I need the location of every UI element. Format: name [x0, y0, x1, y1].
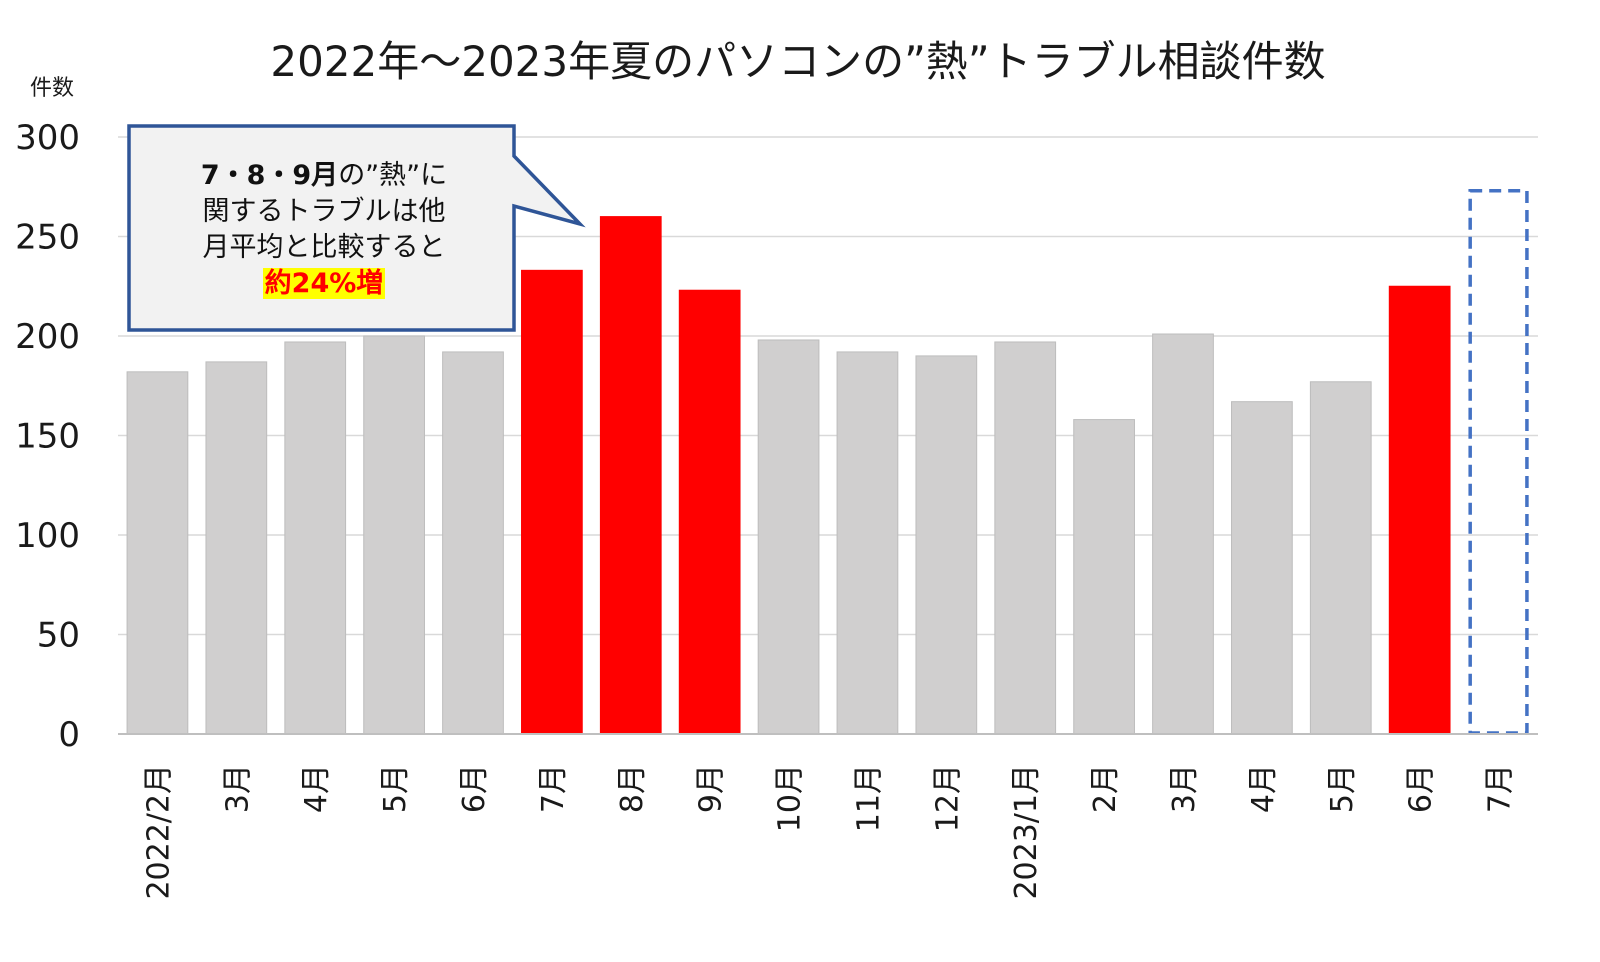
x-tick-label: 2月: [1088, 764, 1123, 813]
bar: [757, 339, 820, 735]
bar: [442, 351, 504, 735]
x-tick-label: 7月: [1483, 764, 1518, 813]
chart-title: 2022年～2023年夏のパソコンの”熱”トラブル相談件数: [270, 37, 1325, 86]
x-tick-label: 3月: [220, 764, 255, 813]
y-tick-labels: 0 50 100 150 200 250 300: [15, 118, 80, 755]
callout-months: 7・8・9月: [200, 160, 339, 191]
x-tick-label: 10月: [773, 764, 808, 832]
x-tick-label: 6月: [1404, 764, 1439, 813]
x-tick-label: 3月: [1167, 764, 1202, 813]
bar: [1231, 401, 1293, 735]
bar: [1309, 381, 1372, 735]
callout-highlight: 約24%増: [262, 268, 386, 299]
bar: [284, 341, 347, 735]
x-tick-labels: 2022/2月 3月 4月 5月 6月 7月 8月 9月 10月 11月 12月 2023/1月 2月 3…: [141, 764, 1517, 900]
bar: [1152, 333, 1214, 735]
bar-projected: [1468, 188, 1529, 735]
y-tick-label: 300: [15, 118, 80, 158]
callout-line-3: 月平均と比較すると: [202, 232, 446, 263]
bars: [126, 188, 1529, 735]
bar: [363, 335, 425, 735]
y-tick-label: 0: [58, 715, 80, 755]
bar-highlighted: [678, 289, 741, 735]
bar: [994, 341, 1057, 735]
callout-line-1-rest: の”熱”に: [338, 160, 448, 191]
y-tick-label: 100: [15, 516, 80, 556]
x-tick-label: 4月: [299, 764, 334, 813]
bar: [836, 351, 899, 735]
bar: [126, 371, 189, 735]
x-tick-label: 11月: [851, 764, 886, 832]
callout-bubble: [127, 124, 586, 332]
y-tick-label: 150: [15, 417, 80, 457]
bar: [1073, 419, 1135, 735]
callout-line-2: 関するトラブルは他: [202, 196, 446, 227]
callout-line-1: 7・8・9月の”熱”に: [201, 158, 447, 194]
y-tick-label: 200: [15, 317, 80, 357]
y-tick-label: 50: [37, 616, 80, 656]
callout-line-4: 約24%増: [262, 266, 386, 302]
bar-highlighted: [1388, 285, 1451, 735]
y-axis-label: 件数: [30, 76, 74, 101]
x-tick-label: 9月: [694, 764, 729, 813]
x-tick-label: 8月: [615, 764, 650, 813]
x-tick-label: 2023/1月: [1009, 764, 1044, 900]
x-tick-label: 5月: [378, 764, 413, 813]
y-tick-label: 250: [15, 218, 80, 258]
x-tick-label: 7月: [536, 764, 571, 813]
bar: [915, 355, 978, 735]
x-tick-label: 5月: [1325, 764, 1360, 813]
x-tick-label: 12月: [930, 764, 965, 832]
x-tick-label: 6月: [457, 764, 492, 813]
bar-highlighted: [521, 269, 583, 735]
x-tick-label: 2022/2月: [141, 764, 176, 900]
bar-highlighted: [599, 216, 662, 735]
callout-text: 7・8・9月の”熱”に 関するトラブルは他 月平均と比較すると 約24%増: [134, 137, 514, 323]
bar: [205, 361, 268, 735]
x-tick-label: 4月: [1246, 764, 1281, 813]
